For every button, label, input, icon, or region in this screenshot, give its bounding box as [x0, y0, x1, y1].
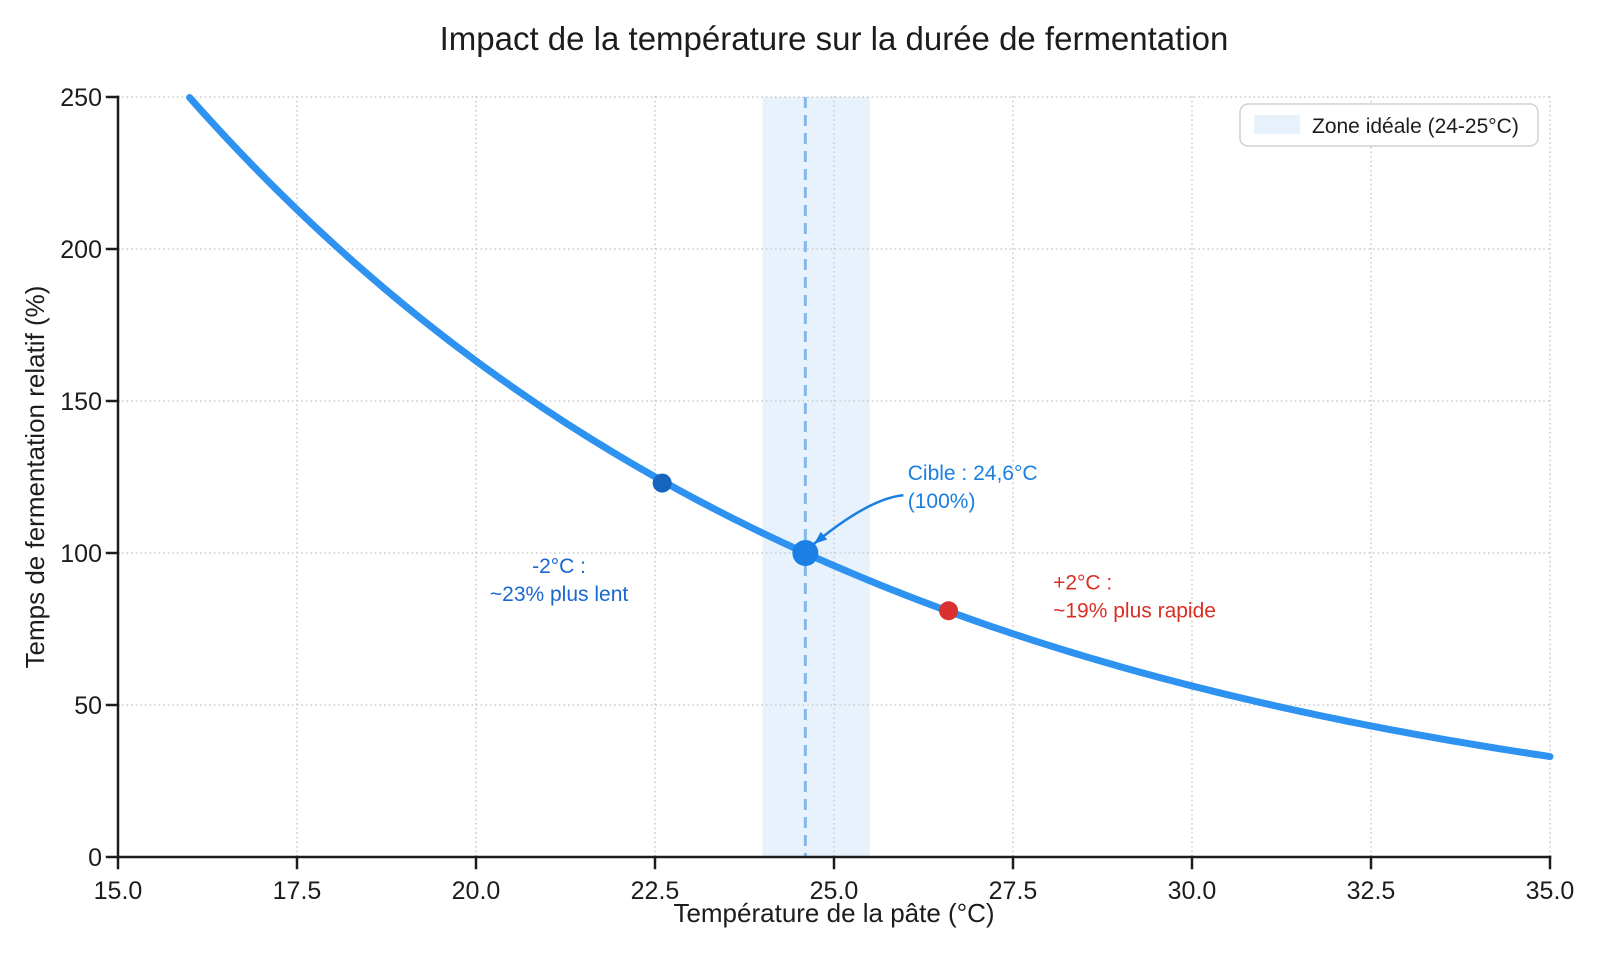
fermentation-curve — [186, 93, 1554, 761]
legend-swatch-ideal-zone — [1254, 115, 1300, 134]
annotation-faster-line: +2°C : — [1053, 571, 1112, 594]
legend-label-ideal-zone: Zone idéale (24-25°C) — [1312, 115, 1519, 138]
y-tick-label: 150 — [60, 388, 102, 416]
x-tick-label: 32.5 — [1347, 877, 1396, 905]
y-axis-label: Temps de fermentation relatif (%) — [20, 286, 50, 669]
x-tick-label: 30.0 — [1168, 877, 1217, 905]
point-plus-2c — [939, 601, 959, 621]
y-tick-label: 200 — [60, 236, 102, 264]
ideal-zone-layer — [762, 97, 870, 857]
point-target — [792, 540, 819, 566]
annotation-slower-line: -2°C : — [532, 555, 586, 578]
annotation-target-line: (100%) — [908, 490, 976, 513]
annotations-layer: Cible : 24,6°C (100%) -2°C : ~23% plus lent… — [490, 462, 1216, 622]
legend-box — [1239, 103, 1539, 147]
annotation-target-line: Cible : 24,6°C — [908, 462, 1038, 485]
x-tick-label: 15.0 — [94, 877, 143, 905]
x-tick-label: 27.5 — [989, 877, 1038, 905]
annotation-faster-line: ~19% plus rapide — [1053, 599, 1216, 622]
grid-layer — [117, 96, 1551, 858]
ideal-zone-band — [762, 97, 870, 857]
y-tick-label: 250 — [60, 84, 102, 112]
x-tick-label: 20.0 — [452, 877, 501, 905]
curve-layer — [186, 93, 1554, 761]
y-tick-label: 50 — [74, 692, 102, 720]
points-layer — [652, 473, 959, 621]
annotation-slower-line: ~23% plus lent — [490, 583, 629, 606]
x-tick-label: 35.0 — [1526, 877, 1575, 905]
x-axis-label: Température de la pâte (°C) — [673, 898, 994, 928]
annotation-arrowhead — [813, 531, 828, 544]
axes-layer — [105, 95, 1552, 870]
x-tick-label: 22.5 — [631, 877, 680, 905]
y-tick-label: 0 — [88, 844, 102, 872]
tick-labels-layer: 15.0 17.5 20.0 22.5 25.0 27.5 30.0 32.5 35.0 0 50 1… — [60, 84, 1574, 905]
x-tick-label: 25.0 — [810, 877, 859, 905]
point-minus-2c — [652, 473, 672, 493]
y-tick-label: 100 — [60, 540, 102, 568]
legend: Zone idéale (24-25°C) — [1239, 103, 1539, 147]
chart-title: Impact de la température sur la durée de… — [440, 20, 1229, 57]
x-tick-label: 17.5 — [273, 877, 322, 905]
annotation-arrow — [813, 493, 904, 545]
